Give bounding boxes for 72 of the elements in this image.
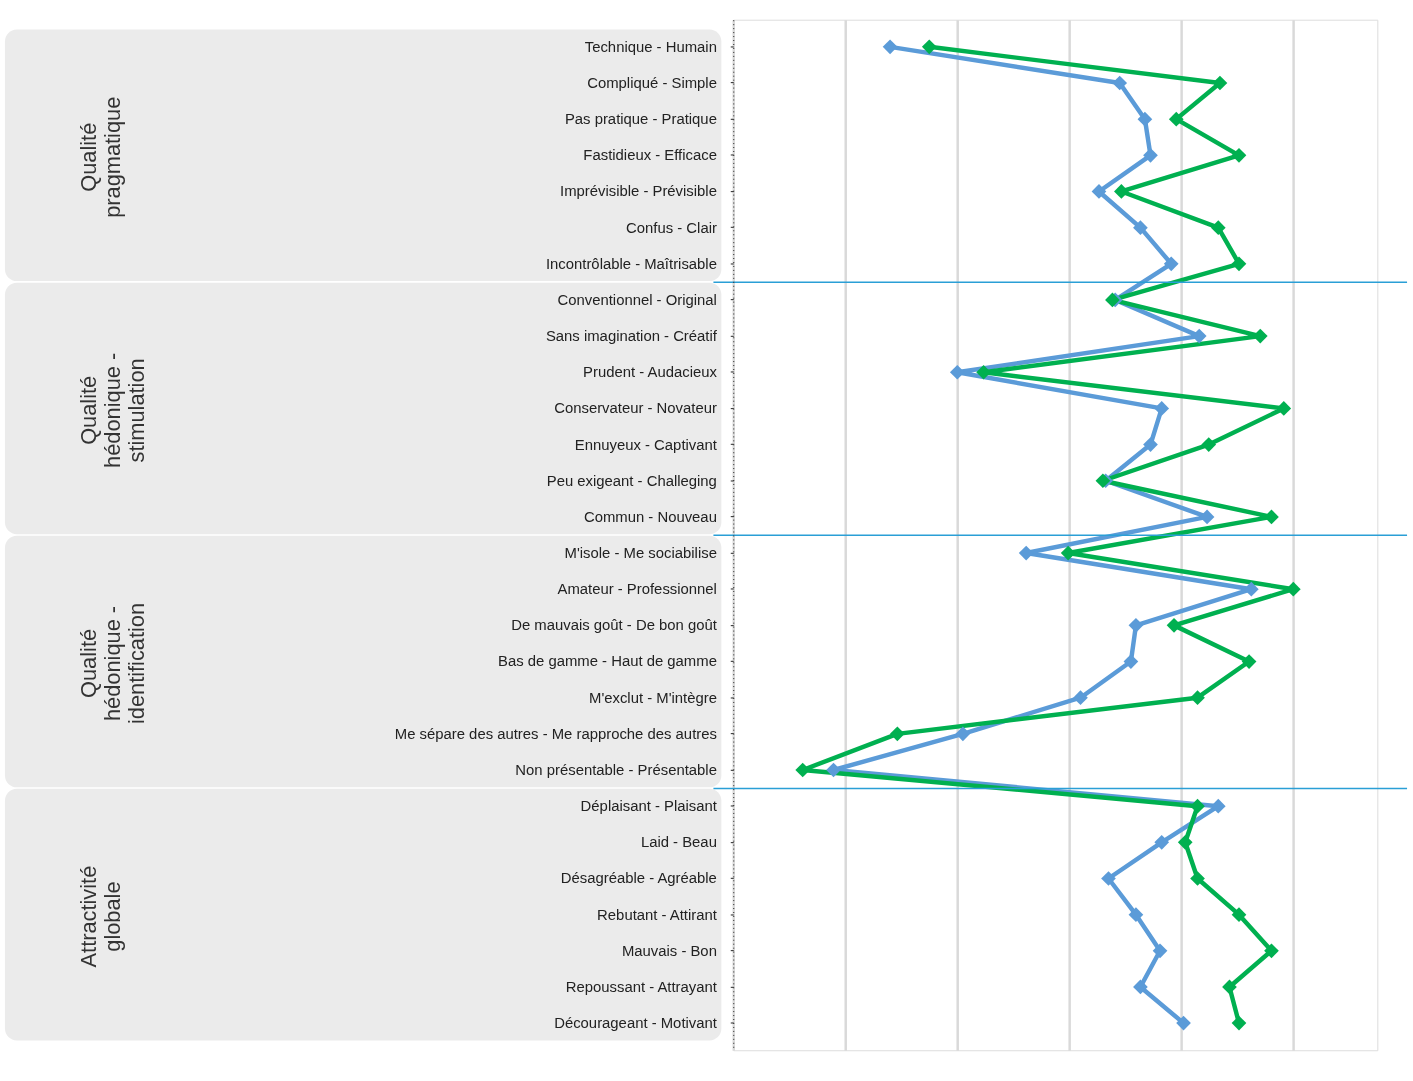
- y-tick-label: Fastidieux - Efficace: [583, 147, 717, 164]
- point: [1101, 871, 1116, 886]
- y-tick-label: Repoussant - Attrayant: [565, 978, 718, 995]
- point: [1133, 979, 1148, 995]
- y-tick-label: Confus - Clair: [626, 219, 717, 236]
- y-tick-label: Conventionnel - Original: [557, 291, 717, 308]
- point: [1241, 654, 1257, 669]
- y-tick-label: De mauvais goût - De bon goût: [511, 617, 718, 634]
- point: [1166, 618, 1182, 633]
- y-tick-label: Mauvais - Bon: [621, 942, 717, 959]
- point: [1133, 220, 1148, 235]
- text: Attractivité globale: [76, 865, 125, 968]
- text: Qualité pragmatique: [76, 96, 125, 218]
- point: [1128, 618, 1144, 633]
- point: [1231, 907, 1247, 922]
- y-tick-label: Imprévisible - Prévisible: [560, 183, 717, 200]
- y-tick-label: Rebutant - Attirant: [597, 906, 718, 923]
- point: [1212, 75, 1228, 91]
- y-tick-label: Amateur - Professionnel: [557, 581, 717, 598]
- point: [1154, 834, 1170, 850]
- y-tick-label: Décourageant - Motivant: [554, 1015, 718, 1032]
- point: [882, 39, 898, 55]
- y-tick-label: Ennuyeux - Captivant: [574, 436, 718, 453]
- y-tick-label: Conservateur - Novateur: [554, 400, 717, 417]
- point: [1143, 437, 1158, 452]
- point: [1163, 256, 1179, 272]
- y-tick-label: Désagréable - Agréable: [560, 870, 717, 887]
- y-tick-label: Sans imagination - Créatif: [545, 328, 718, 345]
- y-tick-label: Prudent - Audacieux: [583, 364, 718, 381]
- point: [1073, 690, 1088, 706]
- point: [1264, 943, 1279, 959]
- y-tick-label: Laid - Beau: [640, 834, 717, 851]
- point: [1091, 184, 1107, 199]
- point: [1190, 871, 1205, 886]
- point: [1231, 147, 1247, 163]
- point: [921, 39, 937, 55]
- point: [1143, 147, 1158, 163]
- point: [1168, 111, 1184, 127]
- point: [976, 364, 991, 380]
- point: [1128, 907, 1144, 922]
- y-tick-label: Commun - Nouveau: [583, 508, 717, 525]
- y-tick-label: M'isole - Me sociabilise: [564, 545, 717, 562]
- point: [1231, 256, 1247, 272]
- y-tick-label: Déplaisant - Plaisant: [580, 798, 718, 815]
- y-tick-label: Technique - Humain: [584, 38, 717, 55]
- point: [1177, 834, 1193, 850]
- point: [1210, 220, 1226, 235]
- point: [1190, 798, 1205, 814]
- y-tick-label: Compliqué - Simple: [587, 74, 717, 91]
- point: [826, 762, 841, 778]
- point: [1201, 437, 1217, 452]
- point: [1137, 111, 1153, 127]
- y-tick-label: Peu exigeant - Challeging: [546, 472, 717, 489]
- point: [1154, 401, 1170, 416]
- point: [1231, 1015, 1247, 1031]
- point: [890, 726, 905, 742]
- point: [1114, 184, 1129, 199]
- y-tick-label: Me sépare des autres - Me rapproche des autres: [394, 725, 717, 742]
- y-tick-label: Non présentable - Présentable: [515, 761, 717, 778]
- point: [1222, 979, 1237, 995]
- y-tick-label: Incontrôlable - Maîtrisable: [545, 255, 717, 272]
- point: [1123, 654, 1139, 669]
- y-tick-label: Bas de gamme - Haut de gamme: [498, 653, 717, 670]
- point: [1112, 75, 1128, 91]
- text: Qualité hédonique - identification: [76, 602, 149, 725]
- y-tick-label: M'exclut - M'intègre: [589, 689, 717, 706]
- point: [1152, 943, 1168, 959]
- text: Qualité hédonique - stimulation: [76, 352, 149, 468]
- y-tick-label: Pas pratique - Pratique: [564, 111, 717, 128]
- point: [1176, 1015, 1191, 1031]
- point: [1190, 690, 1205, 706]
- point: [955, 726, 971, 742]
